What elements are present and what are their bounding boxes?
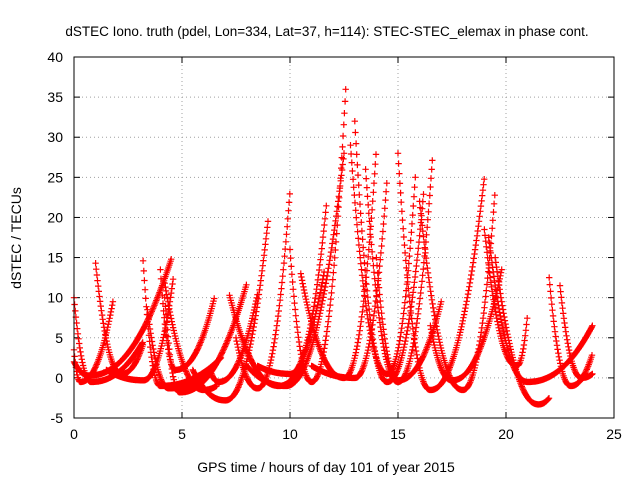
x-tick-label: 15 [390, 426, 406, 442]
y-tick-label: 5 [55, 330, 63, 346]
x-tick-label: 0 [70, 426, 78, 442]
data-point-markers [70, 86, 596, 408]
plot-frame [73, 56, 615, 419]
x-tick-label: 20 [498, 426, 514, 442]
x-axis-label: GPS time / hours of day 101 of year 2015 [197, 459, 455, 475]
axis-ticks: 0 5 10 15 20 25 -5 0 5 10 15 20 25 30 35 40 [47, 49, 622, 442]
y-tick-label: 35 [47, 89, 63, 105]
data-points [70, 86, 596, 408]
y-axis-label: dSTEC / TECUs [8, 187, 24, 289]
y-tick-label: 30 [47, 129, 63, 145]
y-tick-label: 0 [55, 370, 63, 386]
y-tick-label: 40 [47, 49, 63, 65]
x-tick-label: 5 [178, 426, 186, 442]
y-tick-label: 15 [47, 250, 63, 266]
y-tick-label: 10 [47, 290, 63, 306]
x-tick-label: 10 [282, 426, 298, 442]
y-tick-label: 25 [47, 169, 63, 185]
x-tick-label: 25 [606, 426, 622, 442]
y-tick-label: 20 [47, 209, 63, 225]
y-tick-label: -5 [51, 410, 64, 426]
chart-title: dSTEC Iono. truth (pdel, Lon=334, Lat=37… [65, 24, 588, 39]
